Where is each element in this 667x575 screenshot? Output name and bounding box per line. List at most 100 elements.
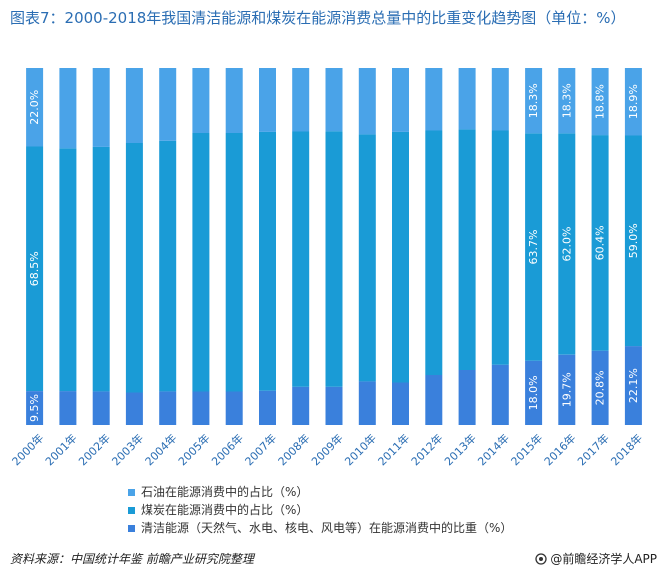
bar-oil-17 xyxy=(591,68,609,136)
x-tick-label-15: 2015年 xyxy=(508,431,545,468)
bar-coal-14 xyxy=(491,130,509,365)
x-tick-label-5: 2005年 xyxy=(175,431,212,468)
legend: 石油在能源消费中的占比（%） 煤炭在能源消费中的占比（%） 清洁能源（天然气、水电、… xyxy=(128,483,512,537)
bar-clean-2 xyxy=(92,391,110,425)
bar-coal-18 xyxy=(624,135,642,347)
legend-label-clean: 清洁能源（天然气、水电、核电、风电等）在能源消费中的比重（%） xyxy=(141,521,513,535)
bar-coal-1 xyxy=(59,148,77,392)
bar-oil-10 xyxy=(358,68,376,135)
bar-clean-6 xyxy=(225,391,243,425)
bar-oil-3 xyxy=(125,68,143,143)
bar-clean-1 xyxy=(59,391,77,425)
x-tick-label-9: 2009年 xyxy=(308,431,345,468)
legend-swatch-clean xyxy=(128,524,135,532)
x-axis-labels: 2000年2001年2002年2003年2004年2005年2006年2007年… xyxy=(9,431,645,468)
bar-clean-15 xyxy=(525,360,543,425)
x-tick-label-6: 2006年 xyxy=(209,431,246,468)
bar-clean-7 xyxy=(259,390,276,425)
x-tick-label-7: 2007年 xyxy=(242,431,279,468)
bar-clean-9 xyxy=(325,386,343,425)
data-label-oil-17: 18.8% xyxy=(594,84,607,119)
legend-swatch-coal xyxy=(128,506,135,514)
bar-coal-11 xyxy=(392,131,409,383)
bar-oil-8 xyxy=(292,68,310,132)
bar-coal-2 xyxy=(92,146,110,392)
bar-coal-16 xyxy=(558,133,576,355)
x-tick-label-10: 2010年 xyxy=(342,431,379,468)
bar-clean-5 xyxy=(192,391,210,425)
data-label-oil-0: 22.0% xyxy=(28,90,41,125)
data-label-clean-18: 22.1% xyxy=(627,368,640,403)
bar-clean-12 xyxy=(425,375,443,425)
x-tick-label-13: 2013年 xyxy=(441,431,478,468)
bar-coal-4 xyxy=(159,140,177,392)
bar-coal-5 xyxy=(192,133,210,392)
bar-coal-17 xyxy=(591,135,609,351)
bars-group xyxy=(26,68,642,425)
data-label-coal-18: 59.0% xyxy=(627,223,640,258)
bar-coal-12 xyxy=(425,130,443,375)
data-label-clean-16: 19.7% xyxy=(560,372,573,407)
x-tick-label-18: 2018年 xyxy=(608,431,645,468)
bar-clean-13 xyxy=(458,370,476,425)
data-labels: 9.5% 68.5% 22.0% 18.0% 63.7% 18.3% 19.7% 62.0% 1… xyxy=(28,83,640,422)
x-tick-label-0: 2000年 xyxy=(9,431,46,468)
data-label-oil-16: 18.3% xyxy=(560,83,573,118)
bar-oil-11 xyxy=(392,68,409,132)
source-note: 资料来源：中国统计年鉴 前瞻产业研究院整理 xyxy=(10,552,254,566)
x-tick-label-12: 2012年 xyxy=(408,431,445,468)
x-tick-label-16: 2016年 xyxy=(541,431,578,468)
bar-oil-12 xyxy=(425,68,443,131)
bar-clean-16 xyxy=(558,354,576,425)
bar-clean-3 xyxy=(125,392,143,425)
x-tick-label-11: 2011年 xyxy=(375,431,412,468)
bar-oil-2 xyxy=(92,68,110,147)
data-label-coal-16: 62.0% xyxy=(560,227,573,262)
legend-swatch-oil xyxy=(128,488,135,496)
bar-oil-18 xyxy=(624,68,642,136)
bar-coal-6 xyxy=(225,133,243,392)
legend-item-oil: 石油在能源消费中的占比（%） xyxy=(128,483,512,501)
data-label-clean-0: 9.5% xyxy=(28,394,41,422)
bar-clean-18 xyxy=(624,346,642,425)
bar-oil-16 xyxy=(558,68,576,134)
x-tick-label-17: 2017年 xyxy=(574,431,611,468)
x-tick-label-14: 2014年 xyxy=(475,431,512,468)
x-tick-label-3: 2003年 xyxy=(109,431,146,468)
bar-oil-14 xyxy=(491,68,509,131)
bar-oil-7 xyxy=(259,68,276,132)
bar-coal-0 xyxy=(26,146,44,391)
bar-coal-8 xyxy=(292,131,310,387)
data-label-oil-18: 18.9% xyxy=(627,84,640,119)
x-tick-label-4: 2004年 xyxy=(142,431,179,468)
bar-coal-3 xyxy=(125,143,143,393)
bar-oil-0 xyxy=(26,68,44,147)
bar-clean-10 xyxy=(358,381,376,425)
bar-oil-6 xyxy=(225,68,243,133)
legend-label-coal: 煤炭在能源消费中的占比（%） xyxy=(141,503,309,517)
legend-item-coal: 煤炭在能源消费中的占比（%） xyxy=(128,501,512,519)
bar-clean-8 xyxy=(292,386,310,425)
bar-clean-4 xyxy=(159,391,177,425)
bar-clean-17 xyxy=(591,350,609,425)
bar-clean-0 xyxy=(26,391,44,425)
brand-credit: @前瞻经济学人APP xyxy=(535,550,657,567)
bar-coal-7 xyxy=(259,131,276,391)
brand-logo-icon xyxy=(535,552,547,565)
bar-coal-15 xyxy=(525,133,543,361)
bar-coal-13 xyxy=(458,129,476,370)
data-label-oil-15: 18.3% xyxy=(527,83,540,118)
bar-clean-11 xyxy=(392,382,409,425)
bar-oil-1 xyxy=(59,68,77,149)
bar-oil-4 xyxy=(159,68,177,141)
data-label-clean-15: 18.0% xyxy=(527,375,540,410)
data-label-clean-17: 20.8% xyxy=(594,370,607,405)
x-tick-label-2: 2002年 xyxy=(76,431,113,468)
bar-oil-15 xyxy=(525,68,543,134)
data-label-coal-15: 63.7% xyxy=(527,230,540,265)
data-label-coal-0: 68.5% xyxy=(28,251,41,286)
legend-label-oil: 石油在能源消费中的占比（%） xyxy=(141,485,309,499)
bar-coal-10 xyxy=(358,134,376,382)
x-tick-label-1: 2001年 xyxy=(42,431,79,468)
